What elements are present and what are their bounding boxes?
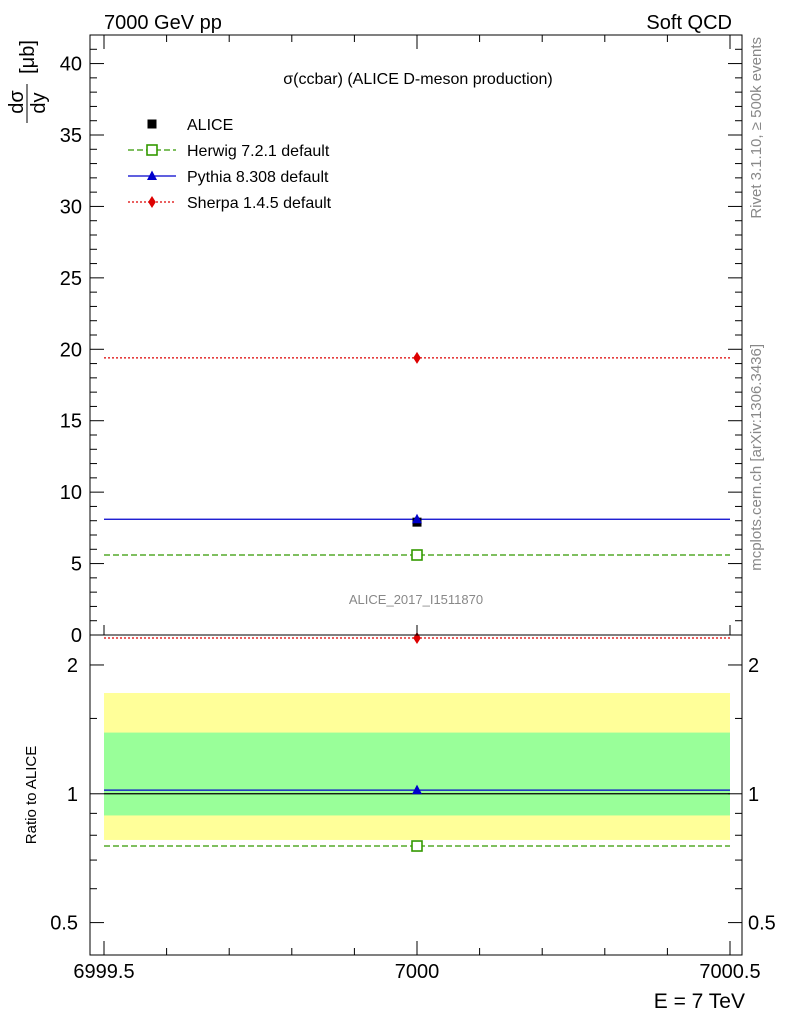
legend-label: Pythia 8.308 default <box>187 169 329 186</box>
legend-marker <box>147 170 157 180</box>
ratio-uncertainty-bands <box>104 692 730 840</box>
legend-label: Sherpa 1.4.5 default <box>187 195 332 212</box>
main-data-point <box>412 513 422 524</box>
main-data-point <box>411 549 423 561</box>
legend: ALICE Herwig 7.2.1 default Pythia 8.308 de… <box>128 117 332 212</box>
legend-item: Sherpa 1.4.5 default <box>128 195 332 212</box>
ratio-series <box>104 632 730 852</box>
main-data-point <box>413 351 421 364</box>
ratio-frame <box>89 634 743 956</box>
legend-label: ALICE <box>187 117 233 134</box>
plot-title: σ(ccbar) (ALICE D-meson production) <box>283 71 553 88</box>
main-y-tick-label: 35 <box>60 125 82 147</box>
main-series <box>104 351 730 561</box>
main-y-tick-label: 10 <box>60 482 82 504</box>
ratio-y-tick-label-left: 1 <box>67 784 78 806</box>
main-panel: 0 5 10 15 20 25 30 35 40 σ(ccbar) (ALICE D-meson… <box>60 34 743 647</box>
mcplots-source-label: mcplots.cern.ch [arXiv:1306.3436] <box>748 344 765 571</box>
ratio-data-point <box>411 840 423 852</box>
ratio-y-tick-label-left: 0.5 <box>50 913 78 935</box>
header-left-label: 7000 GeV pp <box>104 12 222 34</box>
main-y-tick-label: 30 <box>60 196 82 218</box>
x-tick-label: 7000 <box>395 961 440 983</box>
ratio-y-tick-label-right: 1 <box>748 784 759 806</box>
legend-marker <box>147 119 157 129</box>
x-axis-label: E = 7 TeV <box>654 990 745 1013</box>
ratio-panel: 0.5 0.5 1 1 2 2 6999.5 7000 7000.5 <box>50 35 776 983</box>
main-y-tick-label: 40 <box>60 54 82 76</box>
rivet-version-label: Rivet 3.1.10, ≥ 500k events <box>748 37 765 219</box>
ratio-y-tick-label-left: 2 <box>67 655 78 677</box>
x-tick-label: 6999.5 <box>73 961 134 983</box>
y-axis-label-unit: [μb] <box>17 40 39 74</box>
legend-item: ALICE <box>147 117 233 134</box>
legend-marker <box>148 196 156 208</box>
legend-marker <box>146 144 158 156</box>
main-y-tick-label: 25 <box>60 268 82 290</box>
main-y-tick-label: 15 <box>60 411 82 433</box>
ratio-y-axis-label: Ratio to ALICE <box>23 746 40 844</box>
x-tick-labels: 6999.5 7000 7000.5 <box>73 961 760 983</box>
main-y-ticks <box>90 34 742 636</box>
ratio-band <box>104 732 730 816</box>
ratio-y-tick-labels: 0.5 0.5 1 1 2 2 <box>50 655 776 935</box>
analysis-watermark: ALICE_2017_I1511870 <box>349 592 483 607</box>
y-axis-label-numerator: dσ <box>6 90 28 114</box>
legend-label: Herwig 7.2.1 default <box>187 143 330 160</box>
main-y-tick-labels: 0 5 10 15 20 25 30 35 40 <box>60 54 82 647</box>
ratio-y-ticks <box>90 664 742 924</box>
main-y-axis-label: dσ dy [μb] <box>6 40 50 123</box>
ratio-y-tick-label-right: 2 <box>748 655 759 677</box>
header-right-label: Soft QCD <box>646 12 732 34</box>
main-y-tick-label: 5 <box>71 554 82 576</box>
main-y-tick-label: 0 <box>71 625 82 647</box>
main-y-tick-label: 20 <box>60 339 82 361</box>
x-ticks <box>103 35 731 955</box>
ratio-data-point <box>412 784 422 795</box>
y-axis-label-denominator: dy <box>28 92 50 113</box>
ratio-y-tick-label-right: 0.5 <box>748 913 776 935</box>
legend-item: Herwig 7.2.1 default <box>128 143 330 160</box>
legend-item: Pythia 8.308 default <box>128 169 329 186</box>
x-tick-label: 7000.5 <box>699 961 760 983</box>
